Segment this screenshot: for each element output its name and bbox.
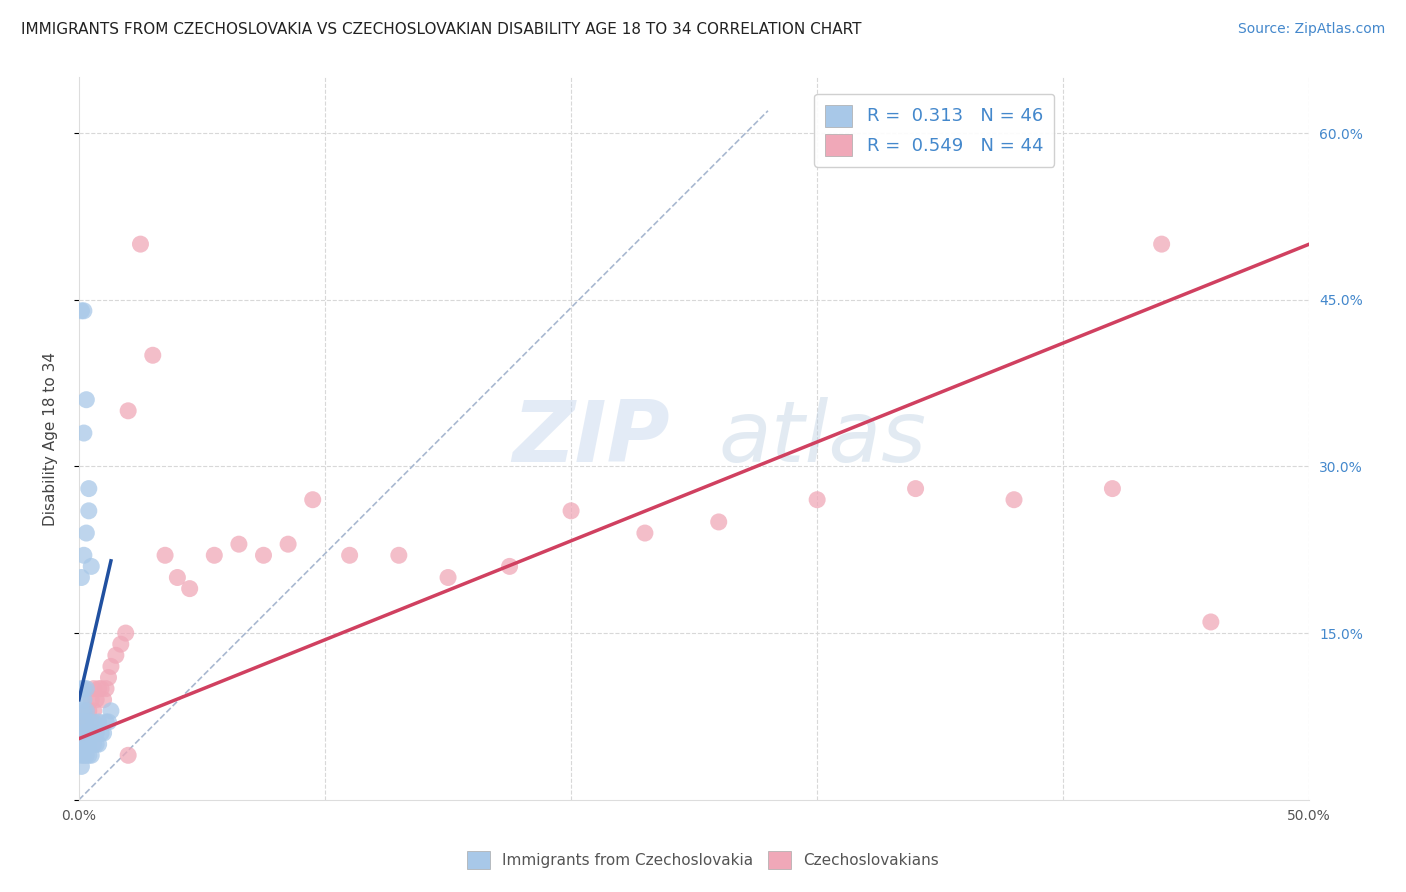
Point xyxy=(87,714,110,729)
Point xyxy=(70,748,93,763)
Point xyxy=(437,570,460,584)
Point xyxy=(75,704,97,718)
Point xyxy=(73,704,96,718)
Point xyxy=(388,549,411,563)
Point xyxy=(84,737,107,751)
Point xyxy=(110,637,132,651)
Point xyxy=(73,737,96,751)
Point xyxy=(179,582,201,596)
Point xyxy=(73,425,96,440)
Point xyxy=(75,526,97,541)
Point xyxy=(75,681,97,696)
Point xyxy=(707,515,730,529)
Point xyxy=(104,648,127,663)
Point xyxy=(70,726,93,740)
Point xyxy=(142,348,165,362)
Point xyxy=(1199,615,1222,629)
Point xyxy=(80,748,103,763)
Point xyxy=(93,726,115,740)
Text: IMMIGRANTS FROM CZECHOSLOVAKIA VS CZECHOSLOVAKIAN DISABILITY AGE 18 TO 34 CORREL: IMMIGRANTS FROM CZECHOSLOVAKIA VS CZECHO… xyxy=(21,22,862,37)
Point xyxy=(498,559,520,574)
Y-axis label: Disability Age 18 to 34: Disability Age 18 to 34 xyxy=(44,351,58,525)
Point xyxy=(252,549,274,563)
Point xyxy=(83,704,105,718)
Legend: R =  0.313   N = 46, R =  0.549   N = 44: R = 0.313 N = 46, R = 0.549 N = 44 xyxy=(814,94,1054,167)
Point xyxy=(70,737,93,751)
Point xyxy=(80,726,103,740)
Point xyxy=(84,692,107,706)
Point xyxy=(202,549,225,563)
Point xyxy=(75,726,97,740)
Text: Source: ZipAtlas.com: Source: ZipAtlas.com xyxy=(1237,22,1385,37)
Point xyxy=(77,504,100,518)
Point xyxy=(114,626,136,640)
Point xyxy=(1150,237,1173,252)
Point xyxy=(70,714,93,729)
Point xyxy=(228,537,250,551)
Point xyxy=(97,671,120,685)
Point xyxy=(94,681,117,696)
Point xyxy=(77,704,100,718)
Point xyxy=(70,570,93,584)
Legend: Immigrants from Czechoslovakia, Czechoslovakians: Immigrants from Czechoslovakia, Czechosl… xyxy=(461,845,945,875)
Point xyxy=(166,570,188,584)
Text: atlas: atlas xyxy=(718,397,927,480)
Point xyxy=(339,549,361,563)
Point xyxy=(94,714,117,729)
Point xyxy=(117,748,139,763)
Point xyxy=(75,737,97,751)
Point xyxy=(73,692,96,706)
Point xyxy=(73,303,96,318)
Point xyxy=(1002,492,1025,507)
Point xyxy=(80,714,103,729)
Point xyxy=(80,559,103,574)
Point xyxy=(70,692,93,706)
Point xyxy=(73,714,96,729)
Point xyxy=(90,681,112,696)
Point xyxy=(80,692,103,706)
Point xyxy=(70,726,93,740)
Point xyxy=(301,492,323,507)
Point xyxy=(277,537,299,551)
Point xyxy=(75,714,97,729)
Point xyxy=(904,482,927,496)
Point xyxy=(73,681,96,696)
Point xyxy=(83,737,105,751)
Point xyxy=(97,714,120,729)
Point xyxy=(129,237,152,252)
Point xyxy=(100,659,122,673)
Point xyxy=(93,692,115,706)
Point xyxy=(70,704,93,718)
Point xyxy=(560,504,582,518)
Point xyxy=(73,714,96,729)
Point xyxy=(87,681,110,696)
Point xyxy=(83,714,105,729)
Point xyxy=(100,704,122,718)
Point xyxy=(634,526,657,541)
Point xyxy=(117,404,139,418)
Point xyxy=(73,726,96,740)
Point xyxy=(83,681,105,696)
Text: ZIP: ZIP xyxy=(512,397,669,480)
Point xyxy=(153,549,176,563)
Point xyxy=(75,392,97,407)
Point xyxy=(87,737,110,751)
Point xyxy=(70,759,93,773)
Point xyxy=(77,482,100,496)
Point xyxy=(806,492,828,507)
Point xyxy=(75,704,97,718)
Point xyxy=(70,681,93,696)
Point xyxy=(84,726,107,740)
Point xyxy=(77,737,100,751)
Point xyxy=(77,714,100,729)
Point xyxy=(73,549,96,563)
Point xyxy=(73,748,96,763)
Point xyxy=(70,303,93,318)
Point xyxy=(90,726,112,740)
Point xyxy=(1101,482,1123,496)
Point xyxy=(77,748,100,763)
Point xyxy=(75,748,97,763)
